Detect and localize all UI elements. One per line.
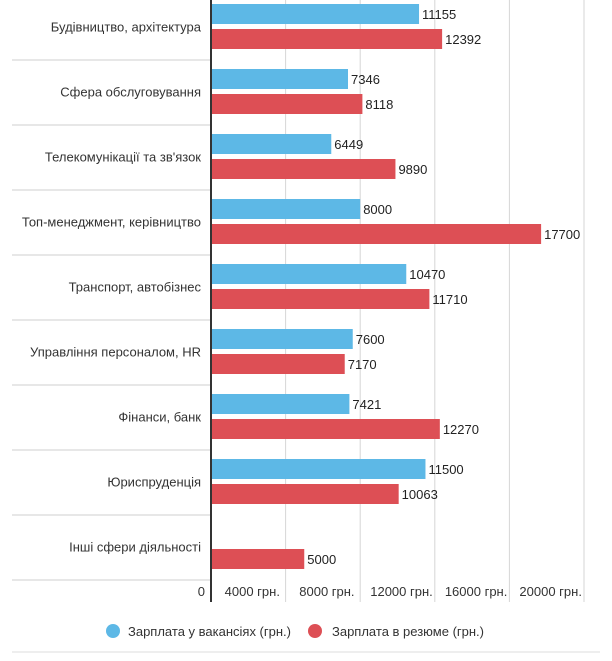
- bar: [212, 289, 430, 309]
- value-label: 11155: [422, 7, 456, 22]
- legend-label: Зарплата в резюме (грн.): [332, 624, 484, 639]
- category-label: Інші сфери діяльності: [69, 540, 201, 555]
- category-labels: Будівництво, архітектура Сфера обслуговув…: [22, 20, 202, 555]
- bar: [212, 69, 349, 89]
- bar: [212, 94, 363, 114]
- bar: [212, 419, 440, 439]
- value-label: 11500: [428, 462, 463, 477]
- bar: [212, 199, 361, 219]
- value-label: 12392: [445, 32, 481, 47]
- value-label: 5000: [307, 552, 336, 567]
- bar: [212, 224, 542, 244]
- bar: [212, 134, 332, 154]
- value-label: 7421: [352, 397, 381, 412]
- tick-label: 0: [198, 584, 205, 599]
- tick-label: 12000 грн.: [370, 584, 433, 599]
- value-label: 10063: [402, 487, 438, 502]
- tick-label: 16000 грн.: [445, 584, 508, 599]
- bar: [212, 4, 420, 24]
- bar: [212, 549, 305, 569]
- category-label: Будівництво, архітектура: [51, 20, 202, 35]
- value-label: 6449: [334, 137, 363, 152]
- value-label: 12270: [443, 422, 479, 437]
- value-label: 10470: [409, 267, 445, 282]
- bar: [212, 484, 399, 504]
- bar: [212, 354, 345, 374]
- value-label: 7346: [351, 72, 380, 87]
- value-label: 9890: [398, 162, 427, 177]
- bar: [212, 329, 353, 349]
- bar: [212, 264, 407, 284]
- category-label: Сфера обслуговування: [60, 85, 201, 100]
- bars: [212, 4, 542, 569]
- legend-label: Зарплата у вакансіях (грн.): [128, 624, 291, 639]
- x-axis-ticks: 0 4000 грн. 8000 грн. 12000 грн. 16000 грн. 2…: [198, 584, 582, 599]
- bar: [212, 29, 443, 49]
- category-label: Транспорт, автобізнес: [69, 280, 202, 295]
- bar: [212, 159, 396, 179]
- value-label: 8118: [365, 97, 393, 112]
- legend-marker: [106, 624, 120, 638]
- category-label: Фінанси, банк: [118, 410, 201, 425]
- tick-label: 20000 грн.: [519, 584, 582, 599]
- value-label: 7170: [348, 357, 377, 372]
- category-label: Топ-менеджмент, керівництво: [22, 215, 201, 230]
- value-label: 11710: [432, 292, 467, 307]
- category-label: Юриспруденція: [107, 475, 201, 490]
- bar: [212, 459, 426, 479]
- tick-label: 4000 грн.: [225, 584, 280, 599]
- tick-label: 8000 грн.: [299, 584, 354, 599]
- value-label: 7600: [356, 332, 385, 347]
- bar: [212, 394, 350, 414]
- category-label: Управління персоналом, HR: [30, 345, 201, 360]
- value-label: 8000: [363, 202, 392, 217]
- value-label: 17700: [544, 227, 580, 242]
- value-labels: 11155 7346 6449 8000 10470 7600 7421 11500 12392…: [307, 7, 580, 567]
- legend: Зарплата у вакансіях (грн.) Зарплата в ре…: [106, 624, 484, 639]
- legend-marker: [308, 624, 322, 638]
- category-label: Телекомунікації та зв'язок: [45, 150, 201, 165]
